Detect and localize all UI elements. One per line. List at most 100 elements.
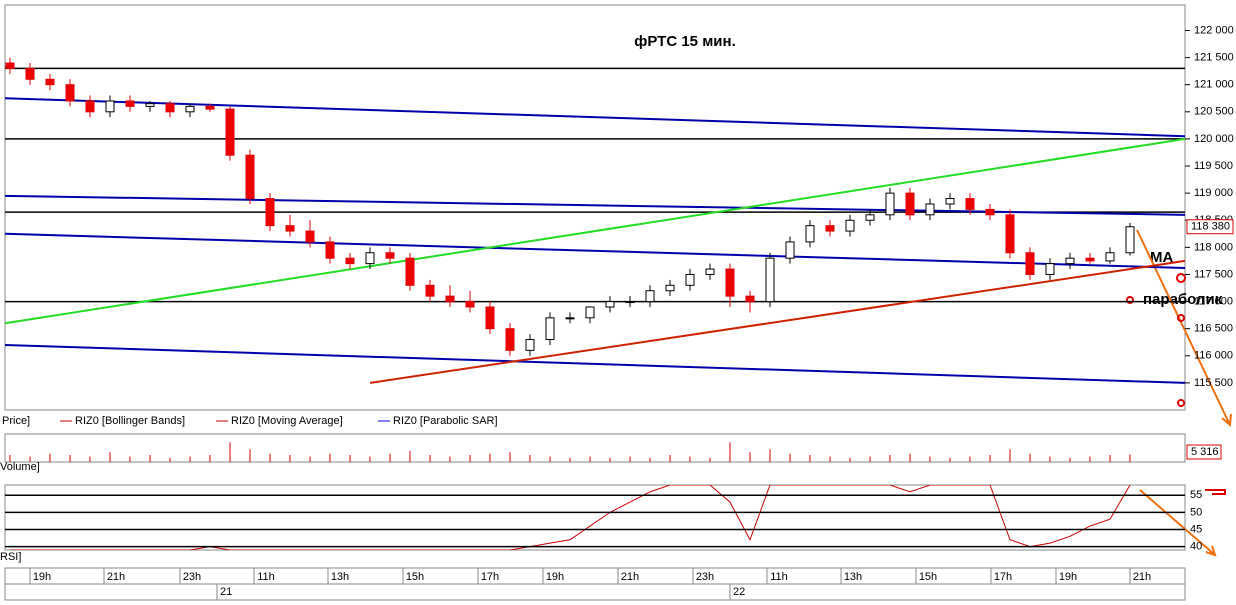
candle-body	[225, 108, 235, 156]
candle-body	[5, 62, 15, 69]
chart-title: фРТС 15 мин.	[634, 33, 736, 50]
candle-body	[985, 208, 995, 216]
candle-body	[265, 198, 275, 227]
x-tick-label: 15h	[919, 571, 937, 583]
panel-label: Volume]	[0, 461, 40, 473]
legend-item: Price]	[2, 415, 30, 427]
x-tick-label: 11h	[257, 571, 275, 583]
y-tick-label: 117 500	[1194, 268, 1233, 280]
candle-body	[505, 328, 515, 351]
y-tick-label: 120 000	[1194, 133, 1234, 145]
candle-body	[245, 154, 255, 200]
x-tick-label: 19h	[33, 571, 51, 583]
rsi-tick-label: 50	[1190, 506, 1202, 518]
candle-body	[465, 301, 475, 308]
annotation: MA	[1150, 249, 1173, 266]
candle-body	[285, 225, 295, 232]
legend-item: RIZ0 [Moving Average]	[231, 415, 343, 427]
candle-body	[365, 252, 375, 265]
candle-body	[485, 306, 495, 330]
y-tick-label: 117 000	[1194, 295, 1233, 307]
volume-panel	[4, 433, 1186, 463]
x-tick-label: 13h	[331, 571, 349, 583]
candle-body	[105, 100, 115, 113]
x-tick-label: 23h	[183, 571, 201, 583]
candle-body	[1045, 263, 1055, 275]
y-tick-label: 120 500	[1194, 106, 1234, 118]
candle-body	[645, 290, 655, 303]
candle-body	[385, 252, 395, 259]
last-price: 118 380	[1191, 221, 1230, 233]
candle-body	[665, 284, 675, 292]
candle-body	[825, 225, 835, 232]
y-tick-label: 119 000	[1194, 187, 1233, 199]
x-tick-label: 21h	[107, 571, 125, 583]
candle-body	[745, 295, 755, 303]
rsi-tick-label: 55	[1190, 489, 1202, 501]
y-tick-label: 116 000	[1194, 350, 1233, 362]
y-tick-label: 122 000	[1194, 24, 1234, 36]
x-tick-label: 19h	[1059, 571, 1077, 583]
candle-body	[725, 268, 735, 297]
candle-body	[65, 84, 75, 102]
trend-line	[5, 343, 1185, 384]
rsi-tick-label: 45	[1190, 523, 1202, 535]
candle-body	[865, 214, 875, 221]
candle-body	[805, 225, 815, 243]
candle-body	[345, 257, 355, 265]
annotation: параболик	[1143, 291, 1223, 308]
candle-body	[1025, 252, 1035, 275]
y-tick-label: 121 500	[1194, 51, 1234, 63]
candle-body	[785, 241, 795, 259]
rsi-line	[10, 485, 1131, 550]
candle-body	[545, 317, 555, 341]
markers	[1126, 273, 1226, 495]
x-tick-label: 21h	[1133, 571, 1151, 583]
candle-body	[945, 198, 955, 205]
price-box	[1186, 219, 1234, 235]
x-tick-label: 19h	[546, 571, 564, 583]
candle-body	[405, 257, 415, 286]
candle-body	[125, 100, 135, 107]
candle-body	[45, 78, 55, 86]
legend-item: RIZ0 [Bollinger Bands]	[75, 415, 185, 427]
candle-body	[325, 241, 335, 259]
candle-body	[85, 100, 95, 113]
y-tick-label: 116 500	[1194, 323, 1233, 335]
trend-line	[5, 232, 1185, 269]
x-tick-label: 11h	[770, 571, 788, 583]
y-tick-label: 121 000	[1194, 79, 1234, 91]
trend-line	[369, 259, 1185, 384]
x-tick-label: 15h	[406, 571, 424, 583]
date-label: 22	[733, 586, 745, 598]
candle-body	[845, 219, 855, 232]
candle-body	[1085, 257, 1095, 262]
candle-body	[1005, 214, 1015, 254]
candle-body	[625, 301, 635, 304]
candle-body	[885, 192, 895, 216]
candle-body	[585, 306, 595, 319]
arrows	[1136, 229, 1232, 557]
candle-body	[1065, 257, 1075, 265]
candle-body	[205, 105, 215, 110]
panel-label: RSI]	[0, 551, 21, 563]
x-tick-label: 21h	[621, 571, 639, 583]
date-label: 21	[220, 586, 232, 598]
x-tick-label: 17h	[994, 571, 1012, 583]
candle-body	[525, 339, 535, 351]
candle-body	[605, 301, 615, 308]
volume-label: 5 316	[1191, 446, 1219, 458]
x-tick-label: 23h	[696, 571, 714, 583]
candle-body	[565, 317, 575, 320]
candle-body	[445, 295, 455, 303]
candle-body	[965, 198, 975, 210]
x-tick-label: 17h	[481, 571, 499, 583]
trend-line	[5, 137, 1185, 325]
candle-body	[185, 105, 195, 113]
candle-body	[1105, 252, 1115, 262]
y-tick-label: 119 500	[1194, 160, 1233, 172]
trend-line	[5, 97, 1185, 138]
rsi-tick-label: 40	[1190, 540, 1202, 552]
y-tick-label: 118 000	[1194, 241, 1233, 253]
